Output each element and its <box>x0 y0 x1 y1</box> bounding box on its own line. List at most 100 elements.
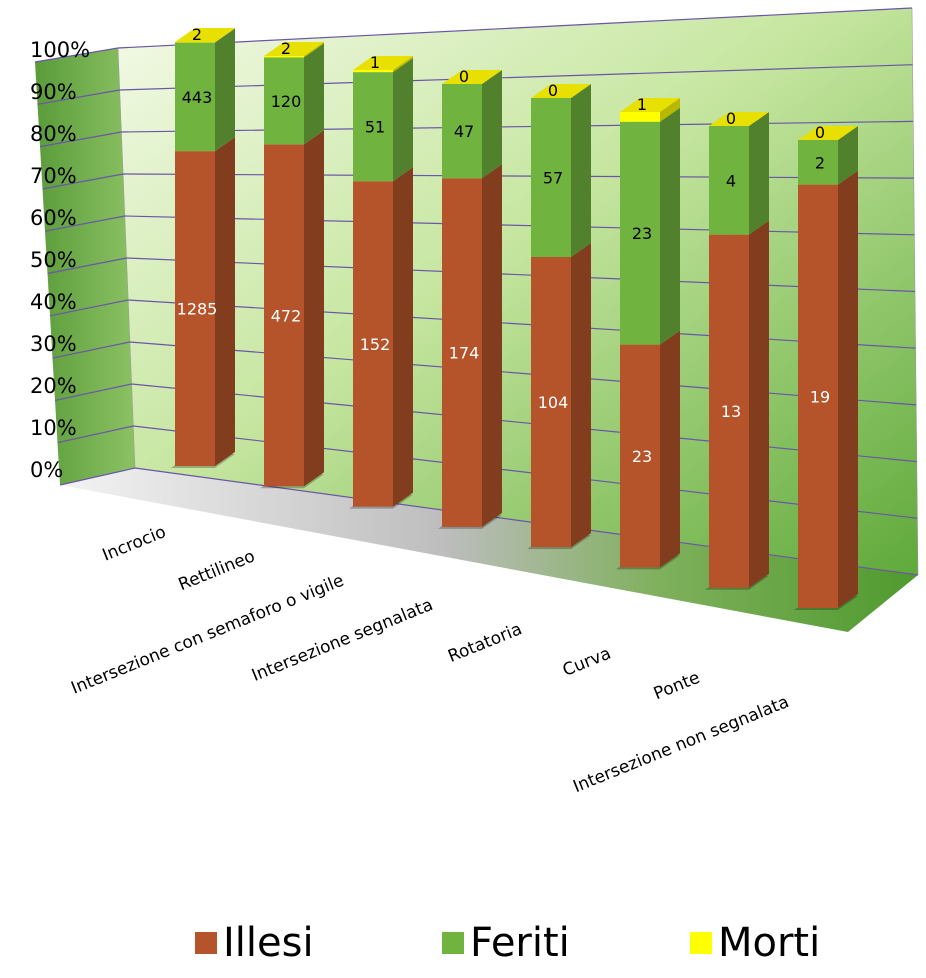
data-label: 443 <box>182 88 213 107</box>
bar-segment-front <box>620 344 660 568</box>
gridline-side <box>44 215 125 232</box>
bar-segment-front <box>620 121 660 345</box>
bar-segment-side <box>838 170 858 608</box>
y-tick-label: 50% <box>30 248 77 272</box>
bar-segment-front <box>442 178 482 527</box>
bar-segment-front <box>531 98 571 257</box>
bar-segment-front <box>709 126 749 235</box>
gridline-side <box>39 131 122 148</box>
bar-segment-front <box>264 56 304 58</box>
data-label: 0 <box>815 123 825 142</box>
bar-segment-side <box>482 70 502 179</box>
bar-top-face <box>620 98 680 112</box>
data-label: 104 <box>538 393 569 412</box>
bar-segment-front <box>531 257 571 548</box>
y-tick-label: 0% <box>30 458 63 482</box>
x-category-label: Rettilineo <box>176 546 258 595</box>
bar-segment-side <box>215 28 235 43</box>
bar-top-face <box>709 112 769 126</box>
legend-swatch-illesi <box>195 932 217 954</box>
bar-segment-front <box>264 57 304 145</box>
bar-segment-front <box>353 70 393 73</box>
bar-segment-side <box>304 130 324 487</box>
bar-top-face <box>798 126 858 140</box>
data-label: 472 <box>271 306 302 325</box>
legend-label: Morti <box>718 920 821 966</box>
bar-segment-side <box>215 137 235 466</box>
bar-segment-front <box>620 112 660 122</box>
bar-segment-front <box>442 84 482 179</box>
data-label: 0 <box>459 67 469 86</box>
bar-segment-front <box>264 144 304 487</box>
bar-segment-side <box>660 330 680 568</box>
bar-segment-side <box>393 167 413 507</box>
legend: Illesi Feriti Morti <box>0 920 926 970</box>
bar-segment-side <box>571 84 591 257</box>
data-label: 1285 <box>177 300 218 319</box>
bar-segment-side <box>393 58 413 182</box>
gridline <box>133 425 918 519</box>
data-label: 2 <box>281 39 291 58</box>
bar-top-face <box>531 84 591 98</box>
x-category-label: Ponte <box>651 668 703 705</box>
gridline-side <box>57 425 134 444</box>
legend-swatch-feriti <box>442 932 464 954</box>
bars-layer <box>175 28 858 608</box>
bar-segment-side <box>393 56 413 73</box>
bar-segment-side <box>660 98 680 122</box>
gridline-side <box>49 299 129 317</box>
legend-item-feriti: Feriti <box>442 920 570 966</box>
bar-segment-front <box>798 140 838 185</box>
data-label: 23 <box>632 447 652 466</box>
y-tick-label: 80% <box>30 122 77 146</box>
gridline-side <box>34 47 119 63</box>
data-label: 19 <box>810 387 830 406</box>
x-category-label: Rotatoria <box>445 619 525 667</box>
bar-segment-side <box>571 243 591 548</box>
legend-swatch-morti <box>690 932 712 954</box>
bar-segment-side <box>749 112 769 235</box>
data-label: 0 <box>726 109 736 128</box>
bar-segment-front <box>175 151 215 466</box>
x-category-label: Curva <box>560 644 614 681</box>
bar-top-face <box>264 42 324 56</box>
bar-segment-side <box>304 43 324 145</box>
legend-label: Feriti <box>470 920 570 966</box>
gridline <box>124 215 915 236</box>
y-tick-label: 70% <box>30 164 77 188</box>
bar-segment-front <box>353 72 393 182</box>
gridline-side <box>52 341 131 359</box>
gridline <box>126 257 916 293</box>
gridline <box>119 64 913 91</box>
data-label: 152 <box>360 335 391 354</box>
data-label: 0 <box>548 81 558 100</box>
y-tick-label: 40% <box>30 290 77 314</box>
bar-segment-front <box>353 181 393 507</box>
data-label: 4 <box>726 171 736 190</box>
bar-segment-side <box>749 220 769 588</box>
data-label: 47 <box>454 122 474 141</box>
x-category-label: Intersezione non segnalata <box>570 692 791 797</box>
data-label: 1 <box>637 95 647 114</box>
legend-item-morti: Morti <box>690 920 820 966</box>
gridline <box>129 341 917 406</box>
data-label: 57 <box>543 169 563 188</box>
bar-top-face <box>353 56 413 70</box>
x-category-label: Incrocio <box>100 522 169 566</box>
bar-top-face <box>442 70 502 84</box>
gridline-side <box>54 383 132 401</box>
y-tick-label: 100% <box>30 38 90 62</box>
chart-floor <box>60 468 918 632</box>
gridline-side <box>59 467 136 486</box>
bar-segment-front <box>175 42 215 152</box>
data-label: 13 <box>721 402 741 421</box>
y-tick-label: 90% <box>30 80 77 104</box>
y-tick-label: 20% <box>30 374 77 398</box>
data-label: 51 <box>365 118 385 137</box>
y-tick-label: 30% <box>30 332 77 356</box>
data-label: 2 <box>815 153 825 172</box>
bar-segment-front <box>709 234 749 588</box>
gridline <box>117 7 913 49</box>
data-label: 23 <box>632 224 652 243</box>
x-category-label: Intersezione con semaforo o vigile <box>68 571 346 699</box>
